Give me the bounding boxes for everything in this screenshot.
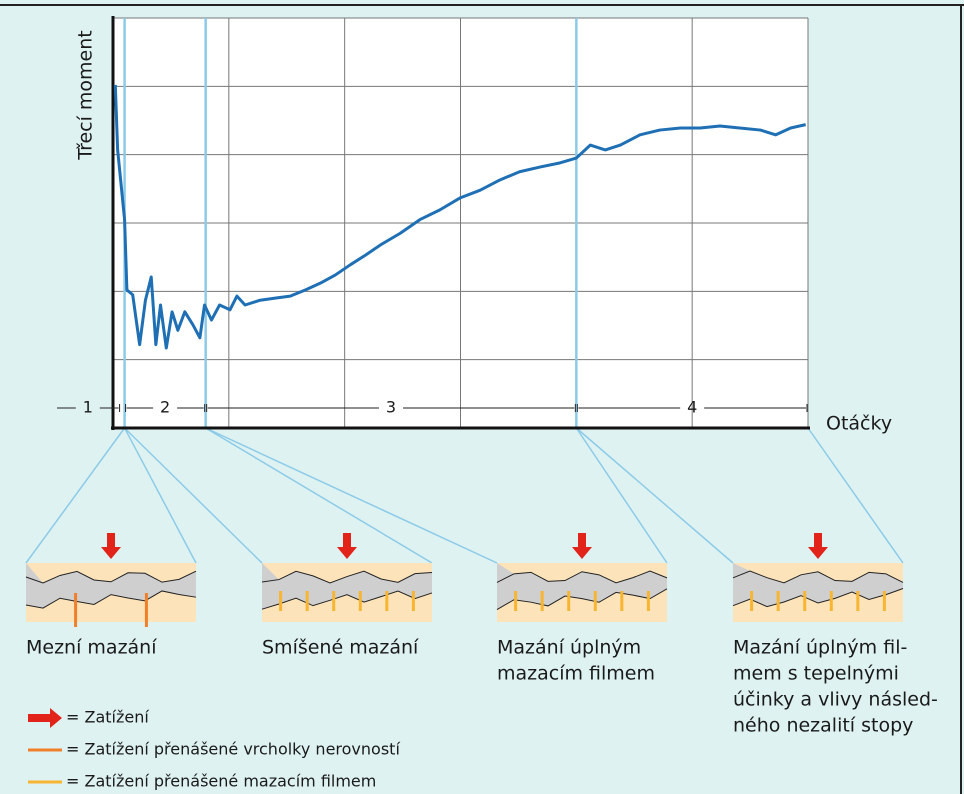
region-label: 1 xyxy=(83,398,93,417)
upper-surface xyxy=(733,563,903,583)
legend-label: = Zatížení přenášené mazacím filmem xyxy=(66,772,376,791)
lower-surface xyxy=(262,591,432,622)
fan-line xyxy=(124,427,263,564)
fan-line xyxy=(205,427,498,564)
fan-line xyxy=(123,427,197,564)
legend-swatch xyxy=(28,708,62,728)
lower-surface xyxy=(733,588,903,622)
panel-caption: mem s tepelnými xyxy=(733,663,899,685)
load-arrow xyxy=(101,533,121,559)
panel-caption: účinky a vlivy násled- xyxy=(733,689,938,711)
surface-line xyxy=(261,590,433,610)
fan-line xyxy=(807,427,904,564)
surface-line xyxy=(25,590,197,609)
surface-line xyxy=(732,570,904,584)
grid xyxy=(113,17,809,428)
load-arrow xyxy=(572,533,592,559)
region-label: 3 xyxy=(386,398,396,417)
fan-line xyxy=(205,427,433,564)
panel-caption: Smíšené mazání xyxy=(262,637,419,659)
lower-surface xyxy=(26,590,196,622)
region-label: 4 xyxy=(687,398,697,417)
panel-caption: mazacím filmem xyxy=(497,663,655,685)
fan-line xyxy=(575,427,734,564)
surface-line xyxy=(261,570,433,584)
y-axis-label: Třecí moment xyxy=(75,30,97,160)
panel-caption: Mazání úplným xyxy=(497,637,641,659)
lower-surface xyxy=(497,588,667,622)
x-axis-label: Otáčky xyxy=(826,413,892,435)
fan-line xyxy=(575,427,668,564)
surface-line xyxy=(496,588,668,610)
fan-lines xyxy=(25,427,904,564)
load-arrow xyxy=(337,533,357,559)
upper-surface xyxy=(26,563,196,583)
data-line xyxy=(113,84,807,350)
panel-caption: Mazání úplným fil- xyxy=(733,637,907,659)
surface-line xyxy=(25,570,197,584)
surface-line xyxy=(732,588,904,608)
upper-surface xyxy=(497,563,667,583)
panel-caption: ného nezalití stopy xyxy=(733,715,913,737)
panel-caption: Mezní mazání xyxy=(26,637,157,659)
legend-label: = Zatížení xyxy=(66,708,149,727)
load-arrow xyxy=(808,533,828,559)
fan-line xyxy=(25,427,126,564)
upper-surface xyxy=(262,563,432,583)
surface-line xyxy=(496,570,668,584)
region-label: 2 xyxy=(160,398,170,417)
legend-label: = Zatížení přenášené vrcholky nerovností xyxy=(66,740,400,759)
